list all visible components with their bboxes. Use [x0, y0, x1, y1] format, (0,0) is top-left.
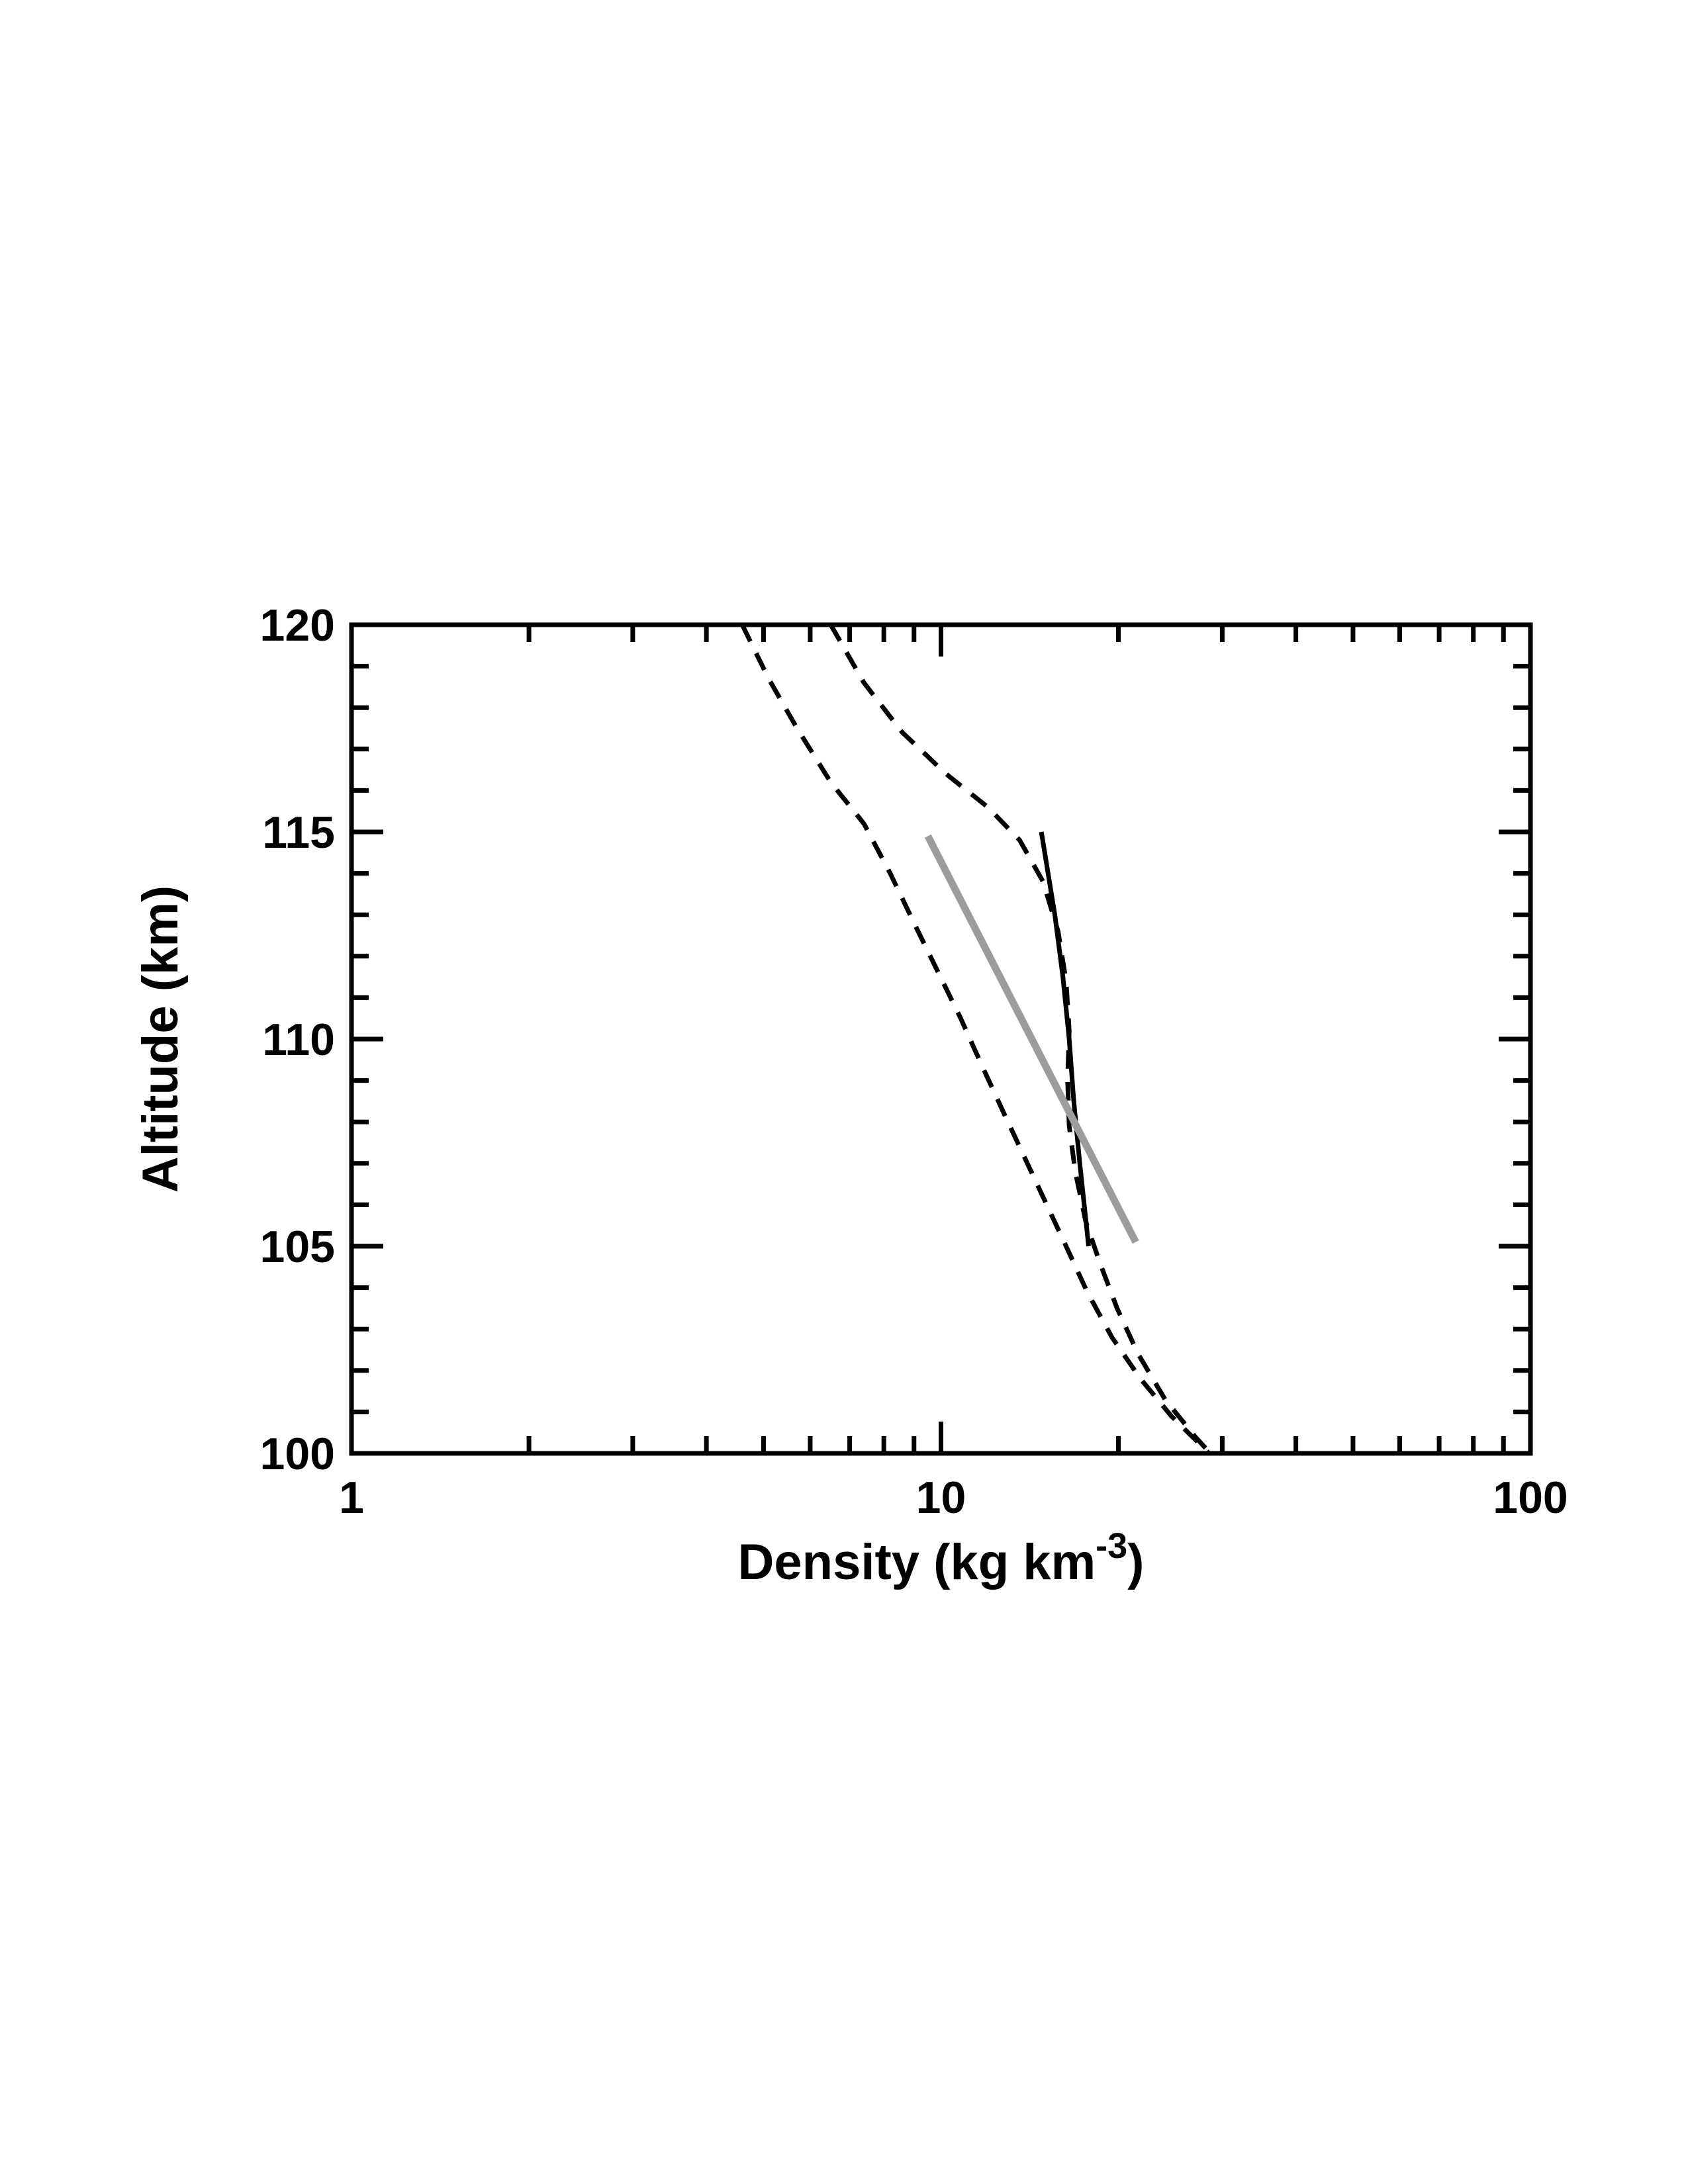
y-axis-title: Altitude (km): [132, 886, 189, 1193]
plot-frame: [349, 622, 1533, 1456]
x-tick-label: 100: [1493, 1473, 1568, 1523]
x-tick-label: 10: [916, 1473, 966, 1523]
dashed-model-profile-2-curve: [828, 625, 1214, 1453]
x-axis-title: Density (kg km-3): [738, 1526, 1145, 1590]
solid-measured-profile-curve: [1039, 831, 1091, 1247]
x-tick-label: 1: [339, 1473, 364, 1523]
gray-fit-line-curve: [924, 834, 1139, 1244]
axis-frame: [349, 622, 1533, 1456]
y-tick-label: 115: [262, 807, 335, 858]
y-tick-label: 110: [262, 1015, 335, 1065]
dashed-model-profile-1-curve: [740, 625, 1212, 1453]
curves-group: [740, 625, 1214, 1453]
axis-ticks: [349, 622, 1533, 1456]
y-tick-label: 105: [260, 1222, 335, 1272]
y-tick-label: 120: [260, 600, 335, 651]
y-tick-label: 100: [260, 1429, 335, 1479]
